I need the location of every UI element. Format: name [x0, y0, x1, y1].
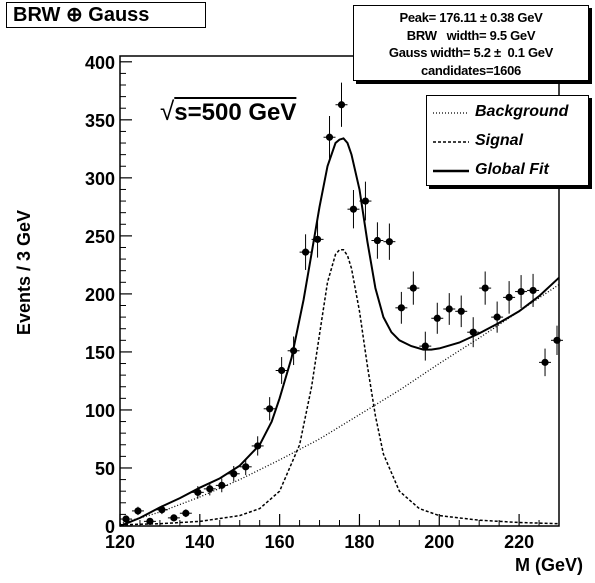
data-point: [433, 314, 441, 322]
x-tick-label: 220: [504, 532, 534, 552]
legend-item-global-fit: Global Fit: [427, 160, 588, 184]
data-point: [421, 342, 429, 350]
y-tick-label: 350: [85, 111, 115, 131]
legend-label-global-fit: Global Fit: [475, 161, 549, 178]
data-point: [361, 197, 370, 205]
data-point: [325, 133, 334, 141]
dashed-line-icon: [433, 141, 469, 143]
y-tick-label: 300: [85, 169, 115, 189]
data-point: [481, 284, 489, 292]
x-axis-label: M (GeV): [514, 555, 583, 575]
data-point: [266, 405, 274, 413]
energy-annotation: √s=500 GeV: [160, 96, 296, 127]
fit-stats-box: Peak= 176.11 ± 0.38 GeV BRW width= 9.5 G…: [353, 5, 589, 81]
data-point: [313, 235, 322, 243]
data-point: [182, 509, 190, 517]
data-point: [278, 366, 286, 375]
data-point: [553, 336, 561, 344]
y-tick-label: 200: [85, 285, 115, 305]
data-point: [541, 358, 549, 366]
data-point: [457, 307, 465, 315]
data-point: [517, 287, 525, 296]
data-point: [529, 286, 537, 295]
stats-peak: Peak= 176.11 ± 0.38 GeV: [399, 10, 543, 25]
data-point: [134, 507, 142, 515]
legend-label-signal: Signal: [475, 132, 524, 149]
data-point: [505, 293, 513, 301]
x-tick-label: 120: [105, 532, 135, 552]
legend-label-background: Background: [475, 103, 569, 120]
energy-annotation-text: s=500 GeV: [174, 99, 297, 126]
y-tick-label: 50: [95, 459, 115, 479]
data-point: [254, 442, 262, 450]
legend-item-background: Background: [427, 102, 588, 126]
solid-line-icon: [433, 169, 469, 173]
data-point: [385, 238, 393, 246]
dotted-line-icon: [433, 112, 469, 114]
data-point: [194, 488, 202, 496]
y-tick-label: 0: [105, 517, 115, 537]
y-tick-label: 100: [85, 401, 115, 421]
data-point: [493, 313, 501, 321]
data-point: [469, 328, 477, 336]
sqrt-symbol: √: [160, 96, 175, 126]
x-tick-label: 160: [265, 532, 295, 552]
y-tick-label: 250: [85, 227, 115, 247]
stats-brw-width: BRW width= 9.5 GeV: [406, 27, 536, 43]
data-point: [409, 284, 417, 292]
background-curve: [119, 284, 560, 525]
legend-item-signal: Signal: [427, 131, 588, 155]
data-point: [206, 485, 214, 493]
data-point: [301, 248, 310, 256]
y-tick-label: 400: [85, 53, 115, 73]
x-tick-label: 200: [424, 532, 454, 552]
data-point: [230, 470, 238, 478]
data-point: [445, 305, 453, 313]
x-tick-label: 180: [344, 532, 374, 552]
data-point: [218, 481, 226, 489]
chart-title: BRW ⊕ Gauss: [6, 2, 206, 28]
x-tick-label: 140: [185, 532, 215, 552]
global-fit-curve: [119, 137, 560, 527]
legend: Background Signal Global Fit: [426, 95, 589, 186]
data-point: [146, 517, 154, 525]
data-point: [158, 506, 166, 514]
data-point: [242, 463, 250, 471]
data-point: [290, 347, 298, 355]
y-tick-label: 150: [85, 343, 115, 363]
stats-gauss-width: Gauss width= 5.2 ± 0.1 GeV: [388, 45, 554, 60]
stats-candidates: candidates=1606: [421, 62, 521, 78]
data-point: [122, 515, 130, 523]
data-point: [349, 205, 358, 213]
signal-curve: [119, 249, 560, 526]
data-point: [373, 236, 382, 245]
data-point: [397, 304, 405, 312]
data-point: [170, 514, 178, 522]
data-point: [337, 101, 346, 109]
